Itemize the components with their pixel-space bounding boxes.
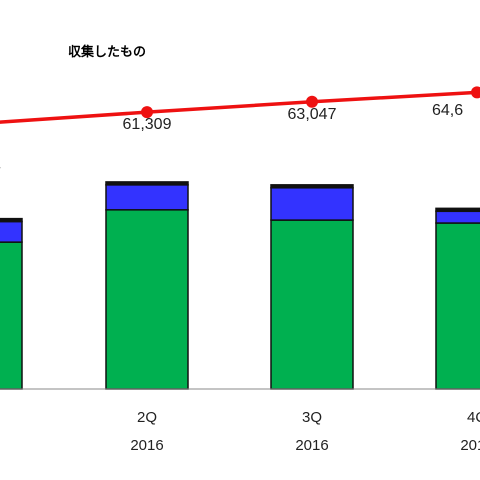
bar-segment-2Q-s1 (105, 184, 189, 211)
bar-segment-3Q-s1 (270, 187, 354, 221)
line-path (0, 90, 478, 124)
bar-segment-1Q-s1 (0, 220, 23, 243)
bar-segment-3Q-s0 (270, 219, 354, 390)
bar-segment-1Q-s0 (0, 241, 23, 390)
line-data-label-1Q: 7 (0, 165, 1, 182)
bar-segment-2Q-s2 (105, 181, 189, 186)
x-tick-year-2Q: 2016 (130, 437, 163, 454)
x-tick-quarter-4Q: 4Q (467, 409, 480, 426)
bar-segment-4Q-s0 (435, 222, 480, 390)
line-point-4Q (471, 86, 480, 99)
line-data-label-4Q: 64,6 (432, 102, 463, 119)
line-point-3Q (306, 95, 318, 108)
bar-segment-3Q-s2 (270, 184, 354, 189)
x-tick-quarter-3Q: 3Q (302, 409, 322, 426)
x-tick-year-4Q: 2016 (460, 437, 480, 454)
x-tick-year-3Q: 2016 (295, 437, 328, 454)
line-series: 7 61,309 63,047 64,6 (0, 86, 480, 182)
chart-title: 収集したもの (68, 44, 146, 60)
x-tick-quarter-2Q: 2Q (137, 409, 157, 426)
line-data-label-2Q: 61,309 (123, 116, 172, 133)
bar-group (0, 181, 480, 390)
x-tick-labels: 1Q20162Q20163Q20164Q2016 (130, 409, 480, 454)
line-data-label-3Q: 63,047 (288, 106, 337, 123)
line-point-2Q (141, 106, 153, 119)
bar-segment-1Q-s2 (0, 217, 23, 223)
bar-segment-2Q-s0 (105, 209, 189, 390)
bar-segment-4Q-s1 (435, 210, 480, 224)
bar-segment-4Q-s2 (435, 207, 480, 213)
